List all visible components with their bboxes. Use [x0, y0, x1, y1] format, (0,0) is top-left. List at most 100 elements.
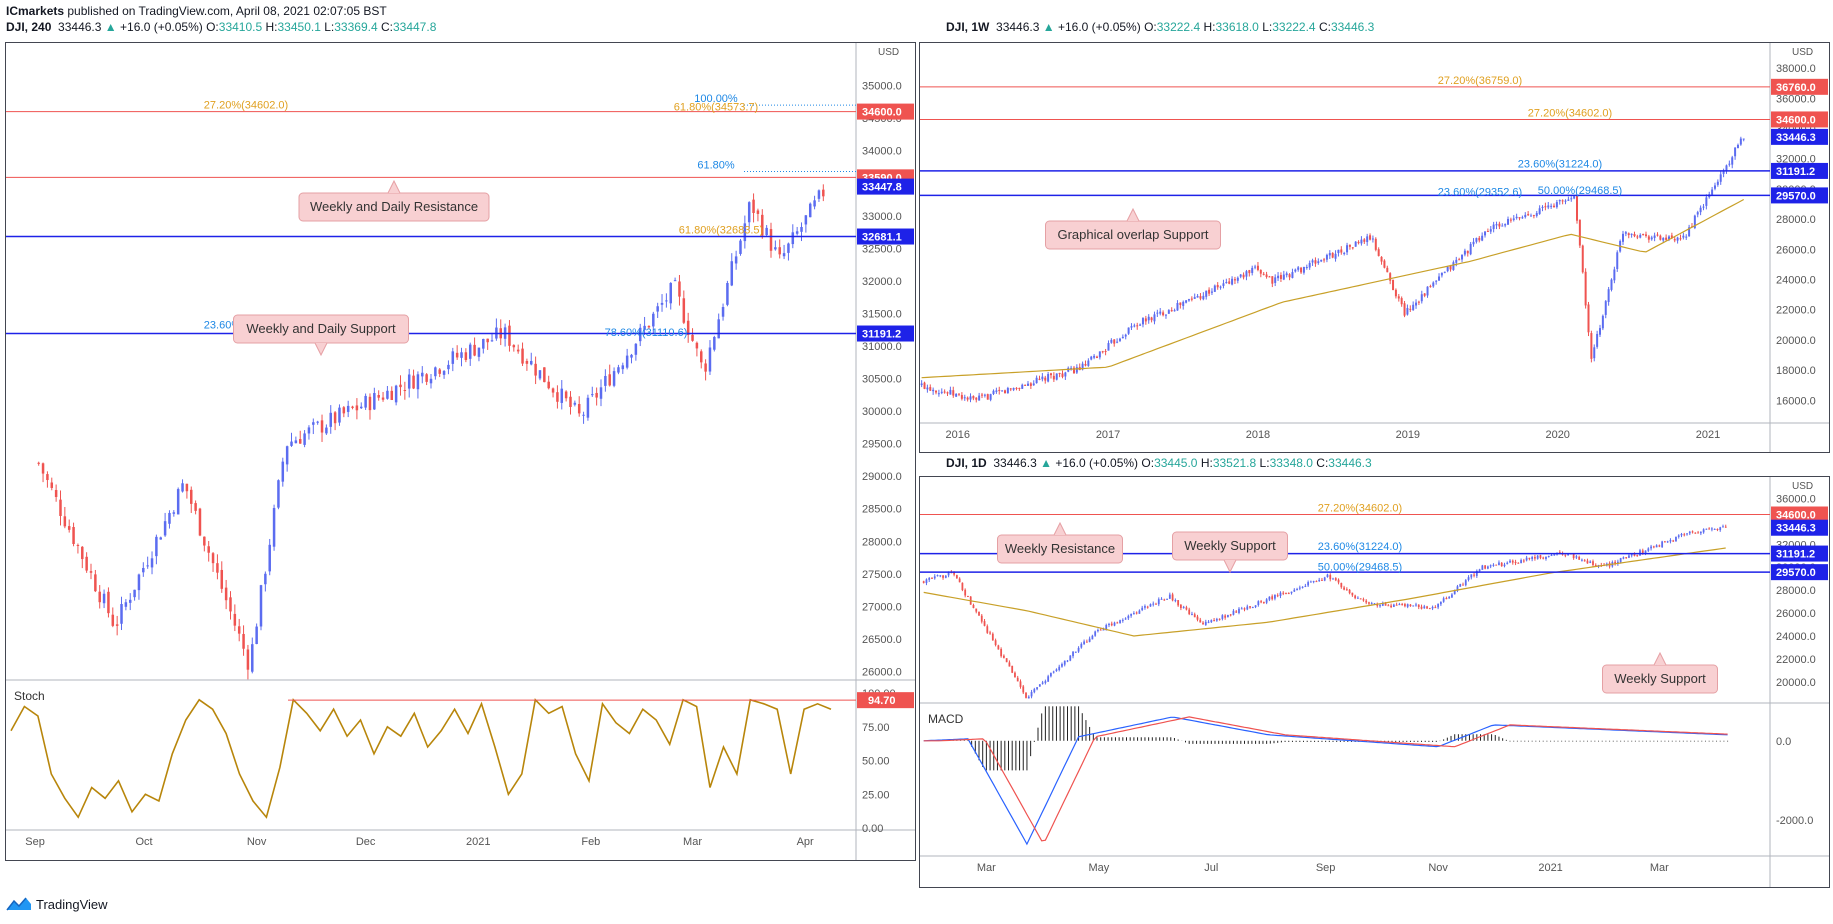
brand-label: TradingView [36, 896, 108, 912]
w1-candle-body [1688, 227, 1691, 237]
w1-candle-body [1254, 266, 1257, 268]
w1-candle-body [1377, 249, 1380, 256]
h4-candle-body [220, 569, 224, 589]
d1-candle-body [1036, 687, 1038, 690]
w1-y-tick: 24000.0 [1776, 275, 1816, 287]
h4-candle-body [259, 585, 263, 627]
h4-candle-body [338, 407, 341, 423]
d1-currency-label: USD [1792, 481, 1813, 492]
w1-candle-body [1547, 205, 1550, 208]
d1-candle-body [1193, 614, 1196, 618]
h4-candle-body [538, 370, 542, 379]
h4-candle-body [298, 439, 302, 444]
w1-candle-body [1521, 217, 1524, 219]
w1-chart-panel[interactable]: 38000.036000.034000.032000.030000.028000… [919, 42, 1830, 453]
w1-x-tick: 2020 [1545, 429, 1569, 441]
d1-candle-body [1232, 610, 1235, 615]
h4-x-tick: 2021 [466, 836, 490, 848]
h4-candle-body [595, 392, 598, 398]
d1-price-badge [1771, 545, 1828, 562]
d1-candle-body [1719, 527, 1722, 531]
w1-candle-body [1642, 234, 1645, 236]
h4-y-tick: 26500.0 [862, 634, 902, 646]
d1-candle-body [1379, 605, 1381, 607]
d1-candle-body [947, 572, 950, 576]
tradingview-brand[interactable]: TradingView [6, 896, 108, 912]
h4-candle-body [560, 388, 564, 403]
d1-chart-panel[interactable]: 36000.034000.032000.030000.028000.026000… [919, 476, 1830, 888]
d1-symbol[interactable]: DJI, 1D [946, 456, 987, 470]
w1-candle-body [1231, 278, 1234, 285]
h4-candle-body [817, 190, 821, 199]
w1-candle-body [1251, 267, 1254, 273]
d1-candle-body [1434, 607, 1437, 609]
h4-candle-body [146, 565, 149, 567]
d1-candle-body [1334, 578, 1337, 581]
d1-h-label: H: [1200, 456, 1213, 470]
w1-candle-body [1590, 333, 1593, 359]
h4-candle-body [264, 573, 267, 585]
h4-candle-body [67, 526, 71, 530]
w1-candle-body [1699, 207, 1702, 213]
d1-candle-body [1545, 556, 1547, 559]
w1-candle-body [1544, 206, 1547, 208]
d1-candle-body [1439, 601, 1442, 605]
d1-candle-body [1514, 561, 1517, 564]
w1-candle-body [1374, 238, 1377, 250]
w1-candle-body [1397, 296, 1400, 299]
w1-candle-body [1461, 254, 1464, 260]
h4-y-tick: 33000.0 [862, 211, 902, 223]
w1-candle-body [1728, 163, 1731, 165]
h4-y-tick: 26000.0 [862, 666, 902, 678]
h4-candle-body [447, 364, 450, 370]
w1-candle-body [1236, 277, 1239, 281]
d1-candle-body [1207, 621, 1210, 623]
d1-candle-body [1050, 673, 1052, 677]
d1-candle-body [1180, 604, 1182, 609]
w1-chart-svg[interactable]: 38000.036000.034000.032000.030000.028000… [920, 43, 1829, 452]
w1-candle-body [963, 397, 966, 399]
w1-candle-body [1029, 383, 1032, 386]
w1-candle-body [1380, 256, 1383, 262]
h4-candle-body [791, 232, 795, 245]
w1-candle-body [1305, 267, 1308, 269]
d1-candle-body [1503, 564, 1506, 567]
d1-candle-body [1506, 562, 1509, 565]
d1-candle-body [964, 589, 967, 596]
d1-candle-body [1279, 592, 1282, 596]
d1-chart-svg[interactable]: 36000.034000.032000.030000.028000.026000… [920, 477, 1829, 887]
d1-x-tick: Nov [1428, 862, 1448, 874]
w1-price-badge [1771, 187, 1828, 204]
stoch-y-tick: 75.00 [862, 722, 890, 734]
w1-candle-body [1222, 283, 1225, 286]
d1-candle-body [1359, 598, 1362, 600]
d1-candle-body [942, 575, 944, 578]
w1-candle-body [1216, 285, 1219, 288]
triangle-up-icon: ▲ [1042, 20, 1055, 34]
d1-fib-label: 27.20%(34602.0) [1318, 502, 1402, 514]
w1-x-tick: 2017 [1096, 429, 1120, 441]
w1-candle-body [1248, 270, 1251, 274]
w1-candle-body [1302, 266, 1305, 273]
h4-candle-body [761, 214, 764, 236]
w1-symbol[interactable]: DJI, 1W [946, 20, 990, 34]
d1-candle-body [1085, 641, 1088, 643]
publisher-name[interactable]: ICmarkets [6, 4, 65, 18]
w1-fib-label: 23.60%(29352.6) [1438, 187, 1522, 199]
d1-candle-body [1373, 603, 1376, 605]
h4-chart-svg[interactable]: 35000.034500.034000.033500.033000.032500… [6, 43, 915, 860]
d1-candle-body [1492, 564, 1495, 566]
h4-candle-body [634, 343, 638, 355]
w1-candle-body [1325, 254, 1328, 260]
w1-candle-body [1084, 364, 1087, 366]
w1-candle-body [949, 389, 952, 395]
h4-chart-panel[interactable]: 35000.034500.034000.033500.033000.032500… [5, 42, 916, 861]
h4-price-badge [857, 228, 914, 245]
w1-candle-body [1274, 277, 1277, 283]
w1-candle-body [1297, 267, 1300, 270]
d1-candle-body [1251, 607, 1254, 609]
stoch-badge-text: 94.70 [868, 695, 896, 707]
w1-candle-body [1282, 274, 1285, 280]
d1-candle-body [1202, 622, 1204, 625]
h4-symbol[interactable]: DJI, 240 [6, 20, 52, 34]
